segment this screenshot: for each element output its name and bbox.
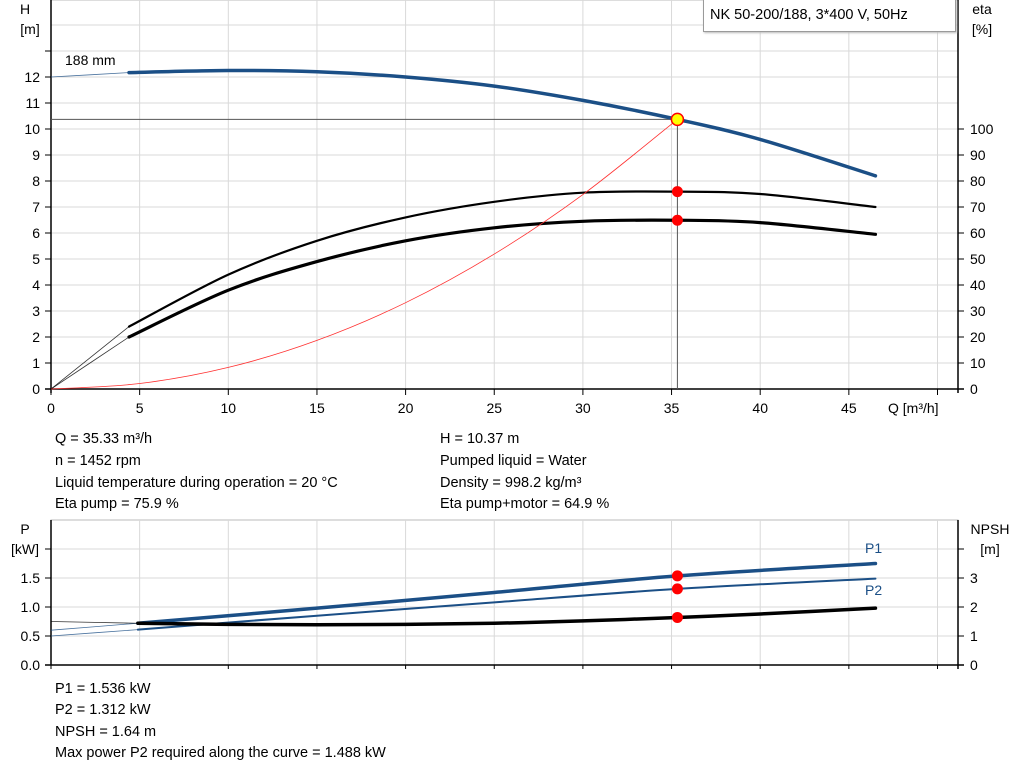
curve-system-line (50, 119, 678, 390)
duty-point-head (670, 112, 685, 127)
h-tick-label: 5 (32, 251, 40, 267)
p-tick-label: 0.5 (21, 628, 41, 644)
p-tick-label: 1.5 (21, 570, 41, 586)
p-axis-title: P (20, 521, 29, 537)
info-npsh: NPSH = 1.64 m (55, 724, 157, 740)
q-tick-label: 40 (752, 400, 768, 416)
eta-tick-label: 80 (970, 173, 986, 189)
q-tick-label: 35 (664, 400, 680, 416)
eta-tick-label: 20 (970, 329, 986, 345)
curve-npsh-line (136, 606, 878, 627)
info-density: Density = 998.2 kg/m³ (440, 475, 582, 491)
eta-tick-label: 70 (970, 199, 986, 215)
curve-p2-line (136, 577, 877, 631)
eta-tick-label: 90 (970, 147, 986, 163)
npsh-axis-title: NPSH (971, 521, 1010, 537)
eta-tick-label: 50 (970, 251, 986, 267)
npsh-tick-label: 3 (970, 570, 978, 586)
q-tick-label: 0 (47, 400, 55, 416)
info-max-p2: Max power P2 required along the curve = … (55, 745, 386, 761)
p-axis-unit: [kW] (11, 541, 39, 557)
q-tick-label: 30 (575, 400, 591, 416)
h-tick-label: 7 (32, 199, 40, 215)
info-liquid: Pumped liquid = Water (440, 453, 587, 469)
main-plot-area (50, 0, 959, 390)
curve-eta-pump-line (127, 190, 877, 328)
h-tick-label: 1 (32, 355, 40, 371)
h-tick-label: 10 (24, 121, 40, 137)
h-tick-label: 12 (24, 69, 40, 85)
curve-label-p1: P1 (865, 540, 882, 556)
q-tick-label: 10 (221, 400, 237, 416)
h-tick-label: 3 (32, 303, 40, 319)
eta-tick-label: 10 (970, 355, 986, 371)
curve-p2-extrapolated-line (50, 629, 138, 637)
h-axis-title: H (20, 1, 30, 17)
curve-eta-total-line (127, 218, 878, 339)
npsh-tick-label: 2 (970, 599, 978, 615)
h-tick-label: 0 (32, 381, 40, 397)
info-eta-total: Eta pump+motor = 64.9 % (440, 496, 610, 512)
h-tick-label: 6 (32, 225, 40, 241)
duty-point-eta-total (671, 214, 683, 226)
curve-npsh-extrapolated-line (50, 621, 138, 624)
duty-point-p1 (671, 570, 683, 582)
info-p2: P2 = 1.312 kW (55, 702, 151, 718)
eta-tick-label: 60 (970, 225, 986, 241)
npsh-tick-label: 0 (970, 657, 978, 673)
npsh-axis-unit: [m] (980, 541, 999, 557)
curve-label-p2: P2 (865, 582, 882, 598)
info-eta-pump: Eta pump = 75.9 % (55, 496, 179, 512)
curve-eta-pump-extrapolated-line (50, 326, 130, 390)
info-q: Q = 35.33 m³/h (55, 431, 153, 447)
h-tick-label: 8 (32, 173, 40, 189)
impeller-diameter-label: 188 mm (65, 52, 116, 68)
h-axis-unit: [m] (20, 21, 39, 37)
q-axis-label: Q [m³/h] (888, 400, 939, 416)
curve-p1-extrapolated-line (50, 622, 138, 631)
npsh-tick-label: 1 (970, 628, 978, 644)
eta-axis-unit: [%] (972, 21, 992, 37)
p-tick-label: 0.0 (21, 657, 41, 673)
curve-H-line (127, 68, 878, 178)
chart-title: NK 50-200/188, 3*400 V, 50Hz (703, 0, 956, 32)
duty-point-eta-pump (671, 186, 683, 198)
curve-p1-line (136, 561, 878, 625)
curve-H-extrapolated-line (50, 72, 130, 78)
info-p1: P1 = 1.536 kW (55, 681, 151, 697)
info-h: H = 10.37 m (440, 431, 520, 447)
h-tick-label: 2 (32, 329, 40, 345)
curve-eta-total-extrapolated-line (50, 336, 130, 390)
h-tick-label: 9 (32, 147, 40, 163)
q-tick-label: 20 (398, 400, 414, 416)
h-tick-label: 11 (25, 95, 40, 111)
duty-point-npsh (671, 611, 683, 623)
eta-tick-label: 100 (970, 121, 994, 137)
eta-axis-title: eta (972, 1, 992, 17)
info-temperature: Liquid temperature during operation = 20… (55, 475, 338, 491)
q-tick-label: 5 (136, 400, 144, 416)
eta-tick-label: 0 (970, 381, 978, 397)
p-tick-label: 1.0 (21, 599, 41, 615)
eta-tick-label: 40 (970, 277, 986, 293)
q-tick-label: 25 (486, 400, 502, 416)
eta-tick-label: 30 (970, 303, 986, 319)
q-tick-label: 15 (309, 400, 325, 416)
info-speed: n = 1452 rpm (55, 453, 141, 469)
h-tick-label: 4 (32, 277, 40, 293)
duty-point-p2 (671, 583, 683, 595)
q-tick-label: 45 (841, 400, 857, 416)
